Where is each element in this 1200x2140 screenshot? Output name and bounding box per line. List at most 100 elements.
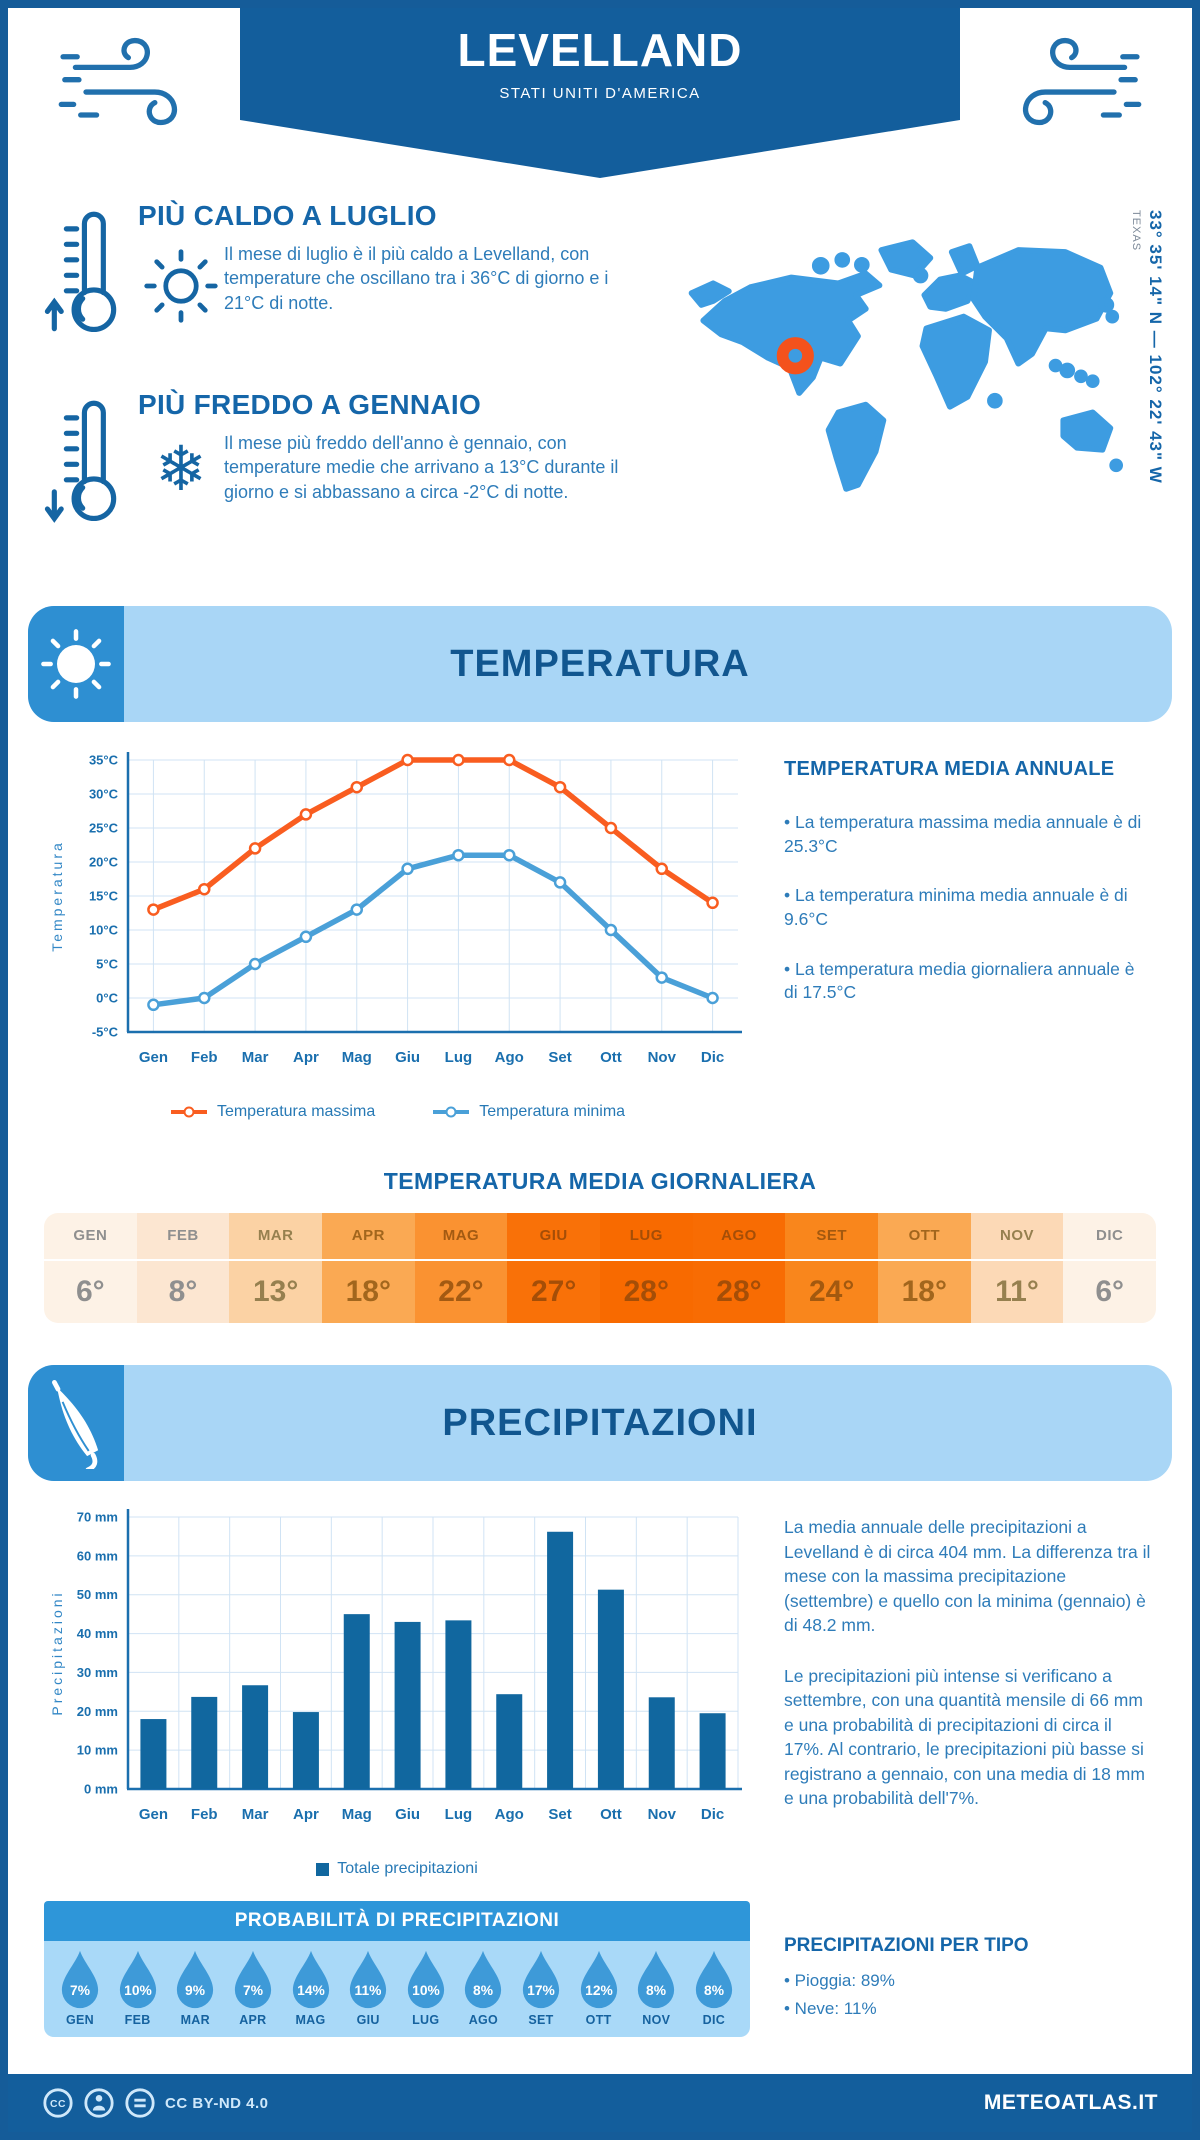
- svg-text:0°C: 0°C: [96, 991, 118, 1006]
- svg-text:Set: Set: [548, 1049, 571, 1066]
- svg-text:Gen: Gen: [139, 1049, 168, 1066]
- svg-text:Gen: Gen: [139, 1806, 168, 1823]
- svg-text:50 mm: 50 mm: [77, 1587, 118, 1602]
- precipitation-legend: Totale precipitazioni: [44, 1860, 750, 1878]
- svg-text:17%: 17%: [527, 1982, 555, 1998]
- svg-text:25°C: 25°C: [89, 821, 119, 836]
- temperature-section-title: TEMPERATURA: [450, 642, 750, 685]
- svg-text:9%: 9%: [185, 1982, 205, 1998]
- svg-text:Set: Set: [548, 1806, 571, 1823]
- droplet-icon: 11%: [350, 1950, 387, 2009]
- legend-item: Temperatura massima: [169, 1103, 375, 1121]
- svg-text:10°C: 10°C: [89, 923, 119, 938]
- page-title: LEVELLAND: [457, 23, 743, 76]
- probability-drop-feb: 10% FEB: [112, 1949, 164, 2027]
- probability-drop-set: 17% SET: [515, 1949, 567, 2027]
- svg-text:Apr: Apr: [293, 1806, 319, 1823]
- daily-cell-lug: LUG 28°: [599, 1213, 693, 1323]
- facts-and-map: PIÙ CALDO A LUGLIO Il mese di luglio è i…: [8, 186, 1192, 596]
- daily-cell-mag: MAG 22°: [414, 1213, 508, 1323]
- footer: CC CC BY-ND 4.0 METEOATLAS.IT: [8, 2074, 1192, 2132]
- svg-text:15°C: 15°C: [89, 889, 119, 904]
- temperature-legend: Temperatura massima Temperatura minima: [44, 1103, 750, 1121]
- precipitation-paragraph: Le precipitazioni più intense si verific…: [784, 1665, 1145, 1809]
- precipitation-chart-column: 0 mm 10 mm 20 mm 30 mm 40 mm 50 mm 60 mm 70 mm G…: [44, 1501, 750, 1893]
- droplet-icon: 10%: [119, 1950, 156, 2009]
- probability-content: PROBABILITÀ DI PRECIPITAZIONI 7% GEN 10% FE…: [8, 1901, 1192, 2059]
- location-marker: [776, 337, 814, 375]
- daily-cell-apr: APR 18°: [321, 1213, 415, 1323]
- snowflake-icon: ❄: [155, 435, 207, 504]
- svg-text:7%: 7%: [70, 1982, 90, 1998]
- droplet-icon: 12%: [580, 1950, 617, 2009]
- svg-text:CC: CC: [50, 2099, 66, 2110]
- svg-text:20 mm: 20 mm: [77, 1704, 118, 1719]
- svg-text:10%: 10%: [412, 1982, 440, 1998]
- droplet-icon: 14%: [292, 1950, 329, 2009]
- daily-cell-mar: MAR 13°: [229, 1213, 322, 1323]
- fact-hot-body: PIÙ CALDO A LUGLIO Il mese di luglio è i…: [130, 196, 674, 351]
- probability-drop-ott: 12% OTT: [573, 1949, 625, 2027]
- thermometer-down-icon: [44, 385, 130, 540]
- map-region-label: TEXAS: [1130, 210, 1142, 252]
- precipitation-section-banner: PRECIPITAZIONI: [28, 1365, 1172, 1481]
- svg-text:35°C: 35°C: [89, 753, 119, 768]
- svg-text:10 mm: 10 mm: [77, 1743, 118, 1758]
- svg-text:Temperatura: Temperatura: [49, 840, 65, 952]
- fact-hot-text: Il mese di luglio è il più caldo a Level…: [224, 244, 609, 313]
- page-subtitle: STATI UNITI D'AMERICA: [499, 84, 701, 102]
- umbrella-corner-icon: [28, 1365, 124, 1481]
- legend-item: Temperatura minima: [431, 1103, 625, 1121]
- svg-text:7%: 7%: [243, 1982, 263, 1998]
- precipitation-content: 0 mm 10 mm 20 mm 30 mm 40 mm 50 mm 60 mm 70 mm G…: [8, 1501, 1192, 1893]
- svg-text:8%: 8%: [704, 1982, 724, 1998]
- svg-text:Feb: Feb: [191, 1806, 218, 1823]
- daily-cell-nov: NOV 11°: [970, 1213, 1064, 1323]
- svg-text:60 mm: 60 mm: [77, 1548, 118, 1563]
- droplet-icon: 8%: [465, 1950, 502, 2009]
- svg-text:-5°C: -5°C: [92, 1025, 119, 1040]
- precipitation-type: • Neve: 11%: [784, 1999, 877, 2018]
- header: LEVELLAND STATI UNITI D'AMERICA: [8, 8, 1192, 186]
- annual-stats-title: TEMPERATURA MEDIA ANNUALE: [784, 758, 1115, 780]
- map-coordinates: 33° 35' 14" N — 102° 22' 43" W: [1146, 210, 1165, 484]
- fact-hot-title: PIÙ CALDO A LUGLIO: [138, 200, 437, 231]
- annual-stats: TEMPERATURA MEDIA ANNUALE • La temperatu…: [750, 744, 1156, 1142]
- droplet-icon: 8%: [638, 1950, 675, 2009]
- svg-text:Nov: Nov: [648, 1806, 677, 1823]
- daily-table: GEN 6° FEB 8° MAR 13° APR 18° MAG 22° GIU 27° LUG 28°…: [44, 1213, 1156, 1323]
- person-icon: [84, 2088, 114, 2118]
- droplet-icon: 10%: [407, 1950, 444, 2009]
- probability-drop-dic: 8% DIC: [688, 1949, 740, 2027]
- svg-text:10%: 10%: [124, 1982, 152, 1998]
- svg-text:Ott: Ott: [600, 1806, 622, 1823]
- temperature-section-banner: TEMPERATURA: [28, 606, 1172, 722]
- map-column: TEXAS 33° 35' 14" N — 102° 22' 43" W: [674, 196, 1165, 596]
- svg-text:Mag: Mag: [342, 1806, 372, 1823]
- temperature-content: -5°C 0°C 5°C 10°C 15°C 20°C 25°C 30°C 35°C Gen Feb…: [8, 744, 1192, 1142]
- brand-text: METEOATLAS.IT: [983, 2091, 1158, 2114]
- svg-text:8%: 8%: [473, 1982, 493, 1998]
- probability-drop-apr: 7% APR: [227, 1949, 279, 2027]
- droplet-icon: 9%: [177, 1950, 214, 2009]
- precipitation-paragraph: La media annuale delle precipitazioni a …: [784, 1517, 1151, 1635]
- svg-text:Ago: Ago: [495, 1806, 524, 1823]
- annual-bullet: • La temperatura media giornaliera annua…: [784, 958, 1135, 1003]
- wind-icon-right: [1023, 37, 1142, 126]
- sun-corner-icon: [28, 606, 124, 722]
- daily-table-title: TEMPERATURA MEDIA GIORNALIERA: [383, 1168, 817, 1194]
- svg-text:Dic: Dic: [701, 1806, 724, 1823]
- annual-bullet: • La temperatura massima media annuale è…: [784, 812, 1142, 856]
- daily-cell-dic: DIC 6°: [1063, 1213, 1156, 1323]
- legend-item: Totale precipitazioni: [316, 1860, 478, 1878]
- svg-text:12%: 12%: [585, 1982, 613, 1998]
- probability-drop-ago: 8% AGO: [457, 1949, 509, 2027]
- map-side-labels: TEXAS 33° 35' 14" N — 102° 22' 43" W: [1130, 210, 1165, 580]
- fact-hot: PIÙ CALDO A LUGLIO Il mese di luglio è i…: [44, 196, 674, 351]
- svg-text:20°C: 20°C: [89, 855, 119, 870]
- svg-text:Precipitazioni: Precipitazioni: [49, 1590, 65, 1715]
- header-banner: LEVELLAND STATI UNITI D'AMERICA: [240, 8, 960, 178]
- fact-cold-text: Il mese più freddo dell'anno è gennaio, …: [224, 433, 619, 502]
- svg-text:30°C: 30°C: [89, 787, 119, 802]
